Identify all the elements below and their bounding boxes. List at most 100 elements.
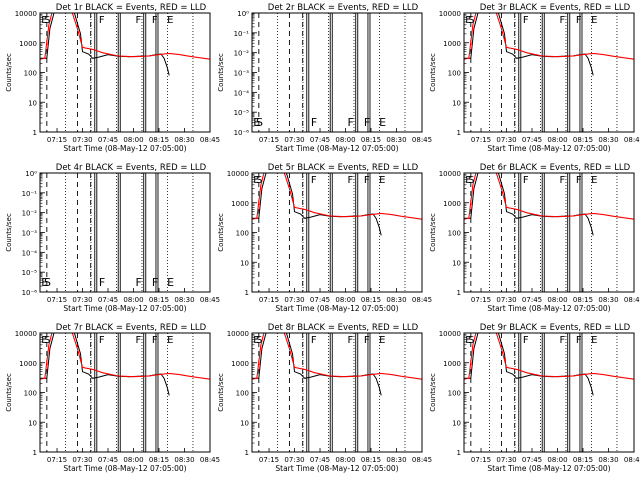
flag-letter: F xyxy=(136,276,142,289)
x-tick-label: 07:15 xyxy=(47,136,67,144)
series-lld-line xyxy=(40,333,210,380)
flag-letter: S xyxy=(44,276,51,289)
y-tick-label: 10⁻² xyxy=(234,50,250,58)
y-tick-label: 10⁰ xyxy=(237,10,249,18)
plot-area: ES F F F E xyxy=(40,333,210,452)
y-axis-label: Counts/sec xyxy=(429,373,437,412)
flag-letter: E xyxy=(253,116,260,129)
x-tick-label: 07:30 xyxy=(284,136,304,144)
flag-letter: F xyxy=(99,276,105,289)
y-tick-label: 1000 xyxy=(231,360,249,368)
x-tick-label: 07:30 xyxy=(496,296,516,304)
x-axis-label: Start Time (08-May-12 07:05:00) xyxy=(275,464,398,473)
flag-letter: S xyxy=(44,335,50,346)
flag-letter: E xyxy=(379,335,385,346)
y-tick-label: 10⁻⁴ xyxy=(22,249,38,257)
y-tick-label: 10⁻⁵ xyxy=(22,269,38,277)
x-tick-label: 07:45 xyxy=(310,136,330,144)
panel-title: Det 4r BLACK = Events, RED = LLD xyxy=(56,163,207,173)
flag-letter: F xyxy=(136,335,142,346)
flag-letter: E xyxy=(591,15,597,26)
flag-letter: E xyxy=(41,335,47,346)
x-tick-label: 08:30 xyxy=(386,456,406,464)
x-tick-label: 07:45 xyxy=(310,456,330,464)
panel-title: Det 8r BLACK = Events, RED = LLD xyxy=(268,323,419,333)
y-tick-label: 100 xyxy=(236,230,249,238)
plot-frame xyxy=(251,332,423,453)
flag-letter: E xyxy=(253,335,259,346)
y-axis-label: Counts/sec xyxy=(217,53,225,92)
y-tick-label: 10 xyxy=(452,99,461,107)
flag-letter: E xyxy=(167,276,174,289)
x-axis-label: Start Time (08-May-12 07:05:00) xyxy=(275,144,398,153)
x-tick-label: 08:45 xyxy=(624,456,640,464)
series-lld-line xyxy=(464,333,634,380)
x-tick-label: 08:15 xyxy=(149,136,169,144)
x-tick-label: 07:15 xyxy=(471,296,491,304)
y-tick-label: 10000 xyxy=(227,170,249,178)
flag-letter: E xyxy=(167,335,173,346)
flag-letter: F xyxy=(364,116,370,129)
plot-area: ES F F F E xyxy=(252,173,422,292)
y-tick-label: 100 xyxy=(236,390,249,398)
x-tick-label: 07:30 xyxy=(496,136,516,144)
flag-letter: F xyxy=(99,15,105,26)
y-tick-label: 100 xyxy=(24,390,37,398)
flag-letter: F xyxy=(576,15,582,26)
y-tick-label: 1 xyxy=(457,129,461,137)
x-tick-label: 08:30 xyxy=(598,456,618,464)
x-tick-label: 08:45 xyxy=(412,456,432,464)
x-axis-label: Start Time (08-May-12 07:05:00) xyxy=(487,464,610,473)
plot-frame xyxy=(463,172,635,293)
x-tick-label: 08:00 xyxy=(335,136,355,144)
x-tick-label: 07:45 xyxy=(98,296,118,304)
x-tick-label: 07:15 xyxy=(471,136,491,144)
x-tick-label: 07:30 xyxy=(72,136,92,144)
y-tick-label: 10 xyxy=(452,419,461,427)
flag-letter: E xyxy=(591,175,597,186)
x-tick-label: 07:15 xyxy=(471,456,491,464)
y-tick-label: 1000 xyxy=(443,360,461,368)
x-tick-label: 08:30 xyxy=(174,456,194,464)
flag-letter: F xyxy=(364,335,370,346)
flag-letter: S xyxy=(468,15,474,26)
y-tick-label: 1000 xyxy=(443,40,461,48)
flag-letter: F xyxy=(152,276,158,289)
plot-frame xyxy=(251,12,423,133)
x-tick-label: 08:15 xyxy=(361,456,381,464)
flag-letter: F xyxy=(523,15,529,26)
x-tick-label: 07:45 xyxy=(522,296,542,304)
x-tick-label: 08:45 xyxy=(200,296,220,304)
x-tick-label: 07:15 xyxy=(47,296,67,304)
flag-letter: F xyxy=(311,335,317,346)
y-axis-label: Counts/sec xyxy=(5,213,13,252)
y-tick-label: 10 xyxy=(240,259,249,267)
series-lld-line xyxy=(252,173,422,220)
y-axis-label: Counts/sec xyxy=(217,213,225,252)
panel-title: Det 9r BLACK = Events, RED = LLD xyxy=(480,323,631,333)
y-tick-label: 1 xyxy=(457,449,461,457)
x-tick-label: 07:45 xyxy=(98,136,118,144)
flag-letter: E xyxy=(379,175,385,186)
x-tick-label: 08:30 xyxy=(598,136,618,144)
y-tick-label: 1 xyxy=(33,449,37,457)
x-tick-label: 07:45 xyxy=(522,136,542,144)
y-tick-label: 1000 xyxy=(19,360,37,368)
y-tick-label: 10⁻⁶ xyxy=(234,129,250,137)
x-tick-label: 08:30 xyxy=(386,136,406,144)
plot-area: ES F F F E xyxy=(253,13,422,132)
y-tick-label: 10 xyxy=(28,99,37,107)
x-tick-label: 08:00 xyxy=(123,136,143,144)
flag-letter: F xyxy=(152,15,158,26)
x-tick-label: 08:45 xyxy=(200,456,220,464)
y-tick-label: 1 xyxy=(33,129,37,137)
flag-letter: E xyxy=(41,276,48,289)
flag-letter: E xyxy=(379,116,386,129)
y-tick-label: 100 xyxy=(448,230,461,238)
y-tick-label: 1000 xyxy=(443,200,461,208)
x-tick-label: 07:30 xyxy=(284,456,304,464)
flag-letter: S xyxy=(468,335,474,346)
x-tick-label: 08:45 xyxy=(412,296,432,304)
